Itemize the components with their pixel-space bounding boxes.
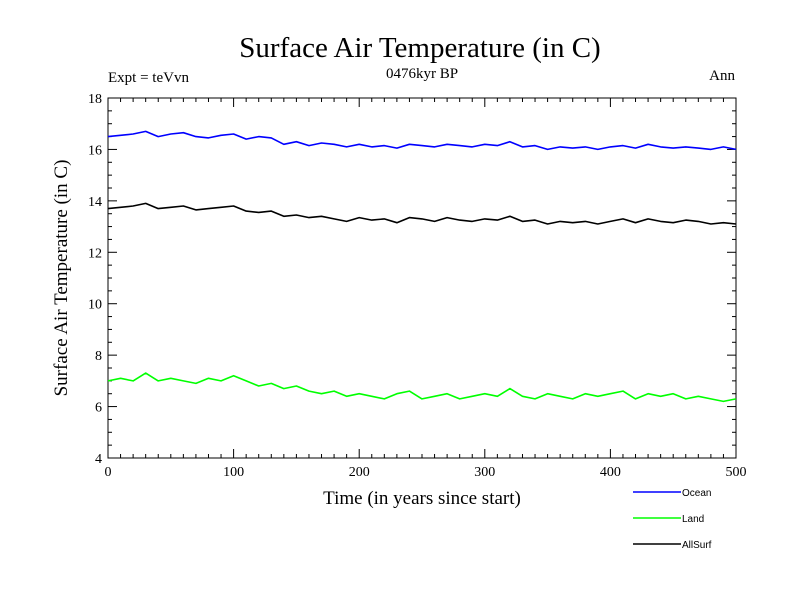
- x-tick-label: 300: [474, 465, 495, 480]
- chart-title: Surface Air Temperature (in C): [239, 32, 600, 64]
- y-tick-label: 12: [88, 246, 102, 261]
- experiment-label: Expt = teVvn: [108, 70, 189, 86]
- plot-frame: [107, 97, 737, 459]
- x-axis-label: Time (in years since start): [323, 488, 521, 509]
- season-label: Ann: [709, 68, 735, 84]
- series-line-land: [107, 372, 737, 403]
- plot-area: 0 100 200 300 400 500 4 6 8 10 12 14 16 18: [88, 92, 747, 480]
- y-tick-label: 8: [95, 349, 102, 364]
- series-line-ocean: [107, 130, 737, 151]
- legend-label: Land: [682, 514, 704, 525]
- legend: Ocean Land AllSurf: [633, 488, 712, 551]
- y-tick-label: 18: [88, 92, 102, 107]
- y-tick-label: 16: [88, 143, 102, 158]
- x-tick-label: 200: [349, 465, 370, 480]
- y-axis-label: Surface Air Temperature (in C): [51, 160, 72, 397]
- y-tick-label: 6: [95, 401, 102, 416]
- y-tick-label: 10: [88, 298, 102, 313]
- legend-label: AllSurf: [682, 540, 712, 551]
- y-tick-label: 14: [88, 195, 102, 210]
- x-tick-label: 400: [600, 465, 621, 480]
- x-tick-label: 0: [105, 465, 112, 480]
- chart-subtitle: 0476kyr BP: [386, 66, 458, 82]
- series-line-allsurf: [107, 202, 737, 225]
- x-tick-label: 100: [223, 465, 244, 480]
- y-tick-label: 4: [95, 452, 102, 467]
- legend-label: Ocean: [682, 488, 711, 499]
- x-tick-label: 500: [726, 465, 747, 480]
